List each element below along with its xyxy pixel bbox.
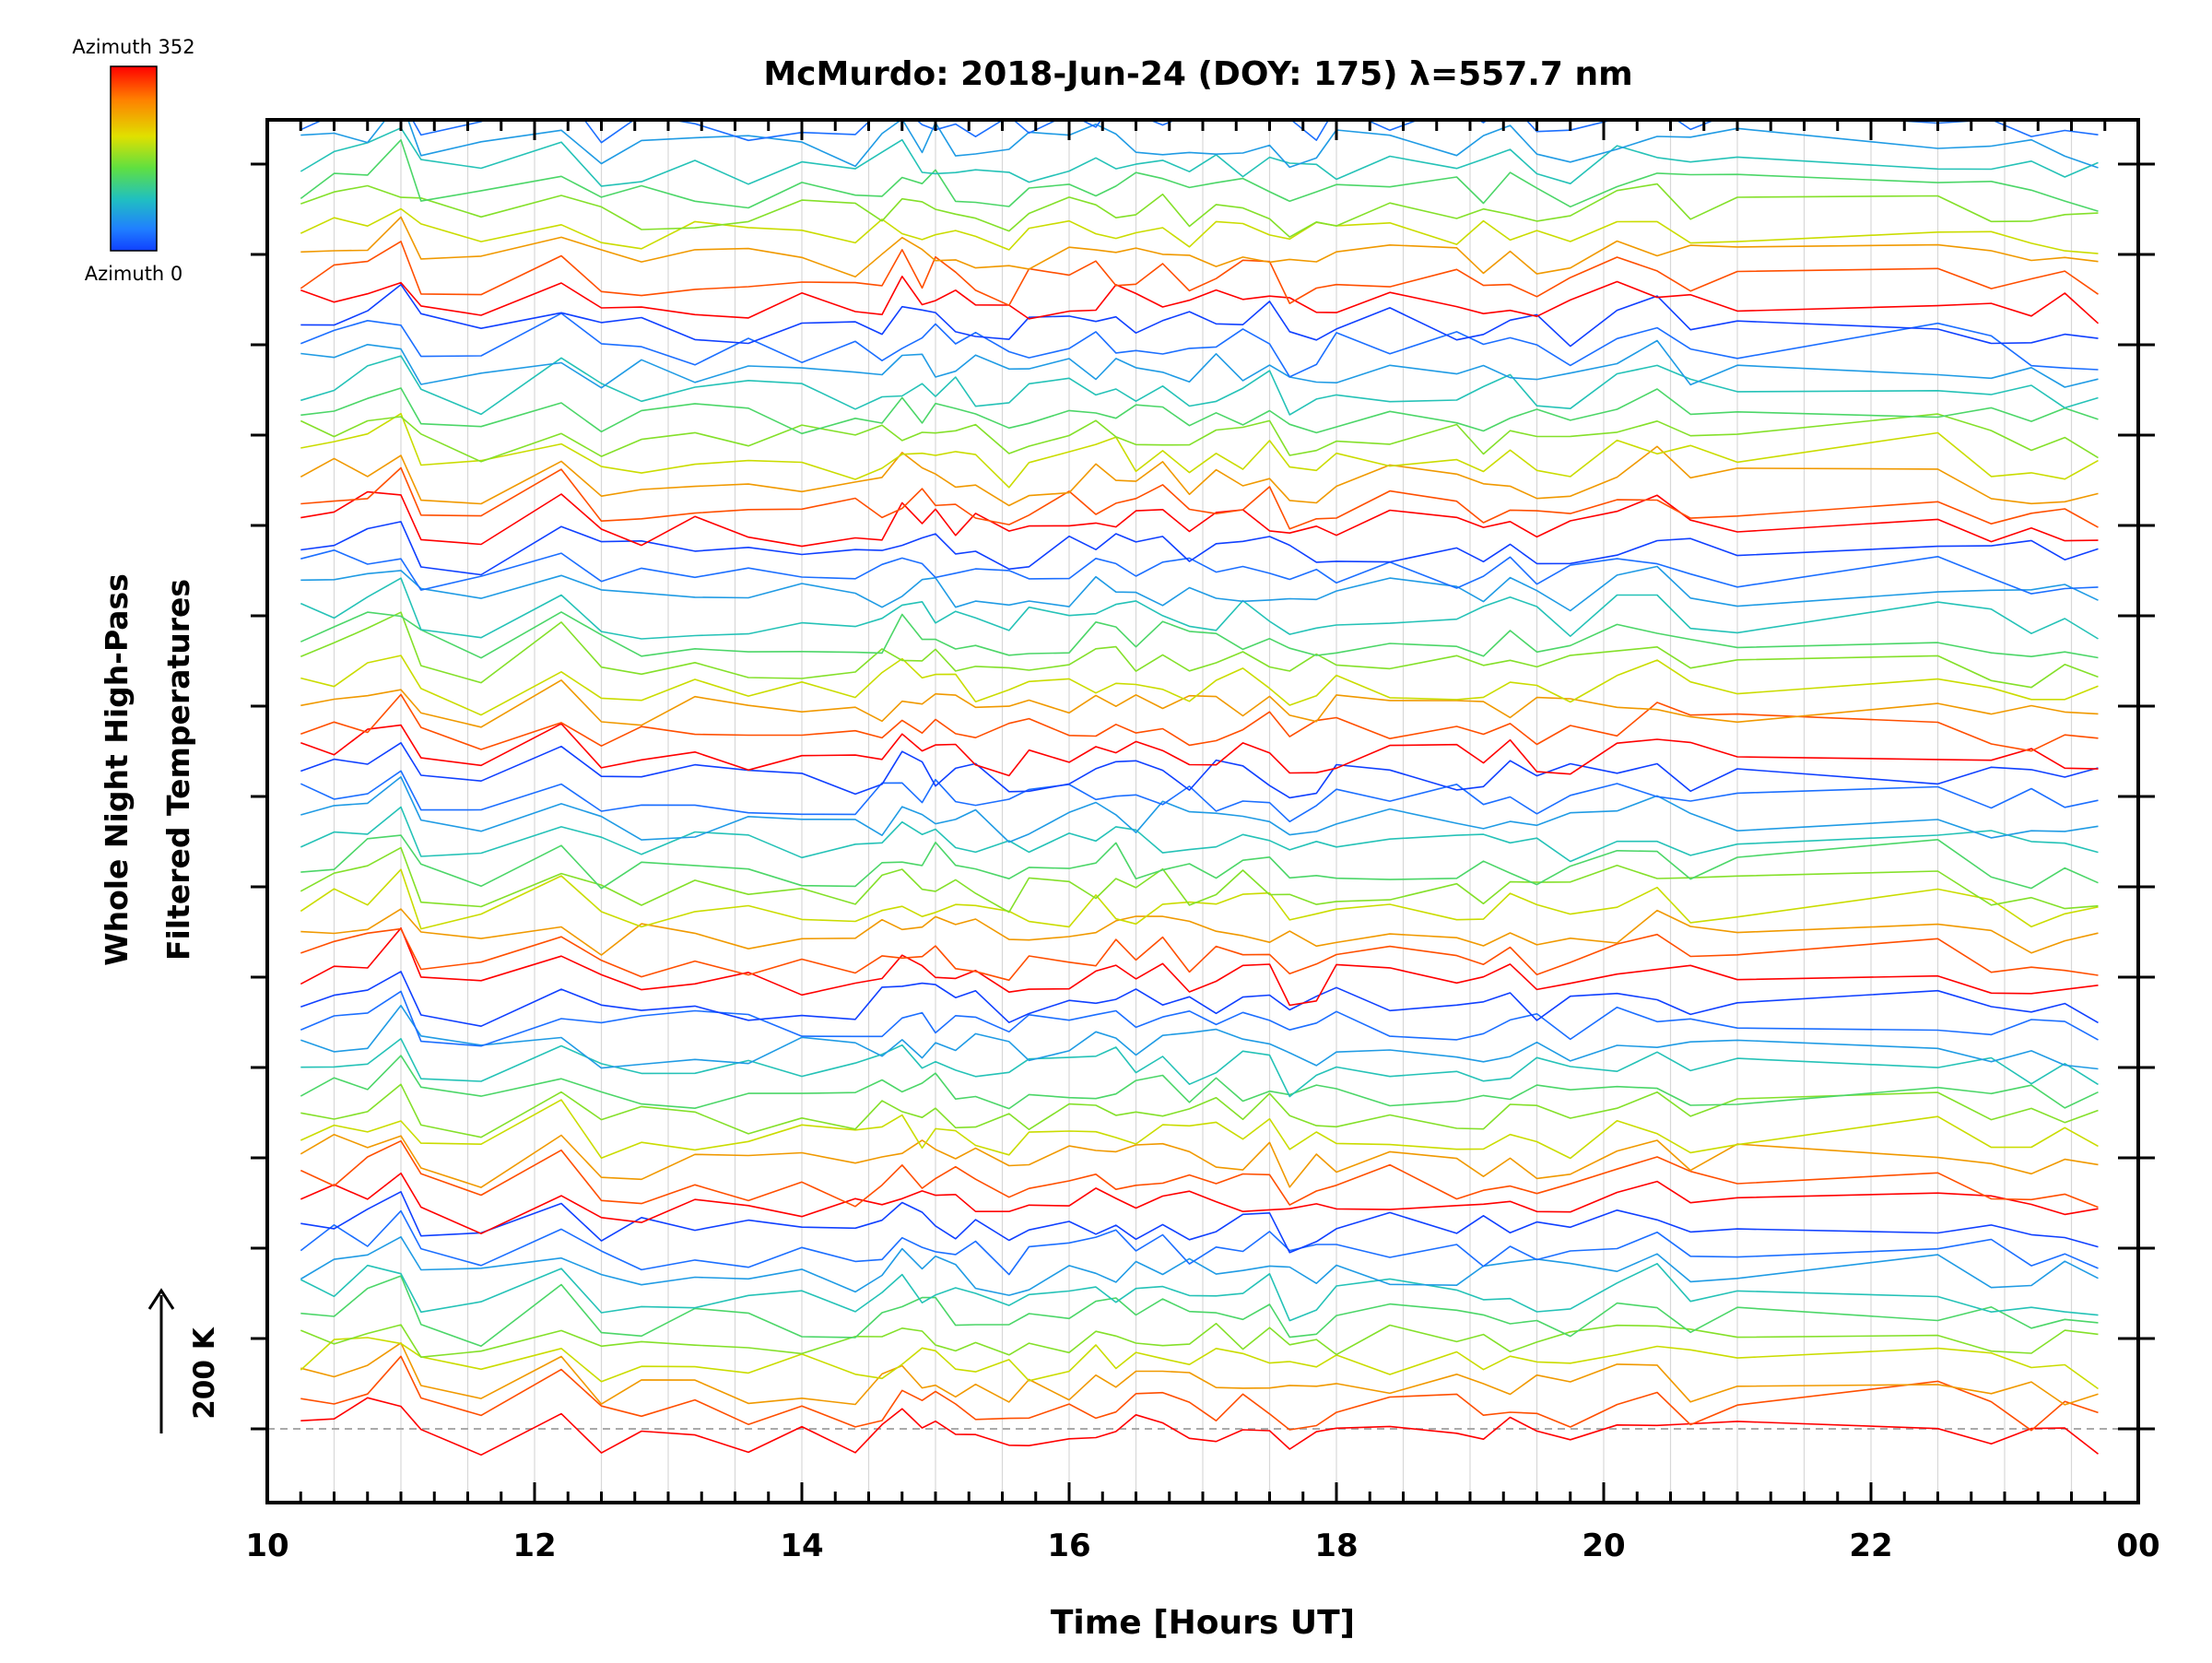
series-line — [300, 207, 2099, 254]
x-tick-label: 18 — [1314, 1527, 1358, 1564]
x-tick-label: 14 — [780, 1527, 823, 1564]
x-tick-label: 16 — [1047, 1527, 1090, 1564]
series-line — [300, 275, 2100, 324]
chart-title: McMurdo: 2018-Jun-24 (DOY: 175) λ=557.7 … — [763, 55, 1632, 93]
scale-bar: 200 K — [147, 1288, 221, 1433]
series-line — [300, 1236, 2099, 1296]
scale-bar-label: 200 K — [188, 1327, 221, 1420]
series-line — [300, 1172, 2099, 1234]
series-line — [300, 413, 2099, 463]
series-line — [300, 655, 2099, 716]
series-line — [300, 1038, 2099, 1098]
series-line — [300, 770, 2099, 823]
series-line — [300, 1139, 2099, 1209]
series-group — [300, 0, 2100, 1457]
series-line — [300, 241, 2099, 307]
series-line — [300, 846, 2099, 914]
series-line — [300, 445, 2099, 507]
x-tick-label: 12 — [512, 1527, 556, 1564]
series-line — [300, 1355, 2099, 1432]
x-tick-label: 20 — [1582, 1527, 1625, 1564]
series-line — [300, 775, 2099, 843]
series-line — [300, 834, 2099, 890]
colorbar-bottom-label: Azimuth 0 — [85, 263, 183, 285]
series-line — [300, 1005, 2099, 1070]
series-line — [300, 490, 2099, 548]
series-line — [300, 611, 2099, 659]
series-line — [300, 1263, 2099, 1322]
scale-bar-arrowhead-icon — [147, 1288, 175, 1310]
series-line — [300, 466, 2099, 530]
series-line — [300, 0, 2098, 7]
grid-lines — [333, 120, 2073, 1503]
series-line — [300, 1083, 2099, 1138]
series-line — [300, 120, 2099, 144]
x-tick-label: 00 — [2116, 1527, 2159, 1564]
series-line — [300, 387, 2099, 435]
series-line — [300, 741, 2099, 799]
series-line — [300, 127, 2099, 187]
y-axis-label-line1: Whole Night High-Pass — [99, 573, 135, 966]
colorbar-top-label: Azimuth 352 — [72, 36, 194, 58]
series-line — [300, 412, 2099, 489]
series-line — [300, 1397, 2099, 1457]
series-line — [300, 283, 2099, 348]
series-line — [300, 339, 2099, 389]
series-line — [300, 1342, 2099, 1406]
series-line — [300, 971, 2099, 1027]
series-line — [300, 313, 2099, 378]
series-line — [300, 678, 2099, 728]
series-line — [300, 10, 2098, 49]
colorbar — [110, 65, 158, 252]
y-axis-ticks — [251, 162, 2155, 1431]
series-line — [300, 1099, 2099, 1160]
series-line — [300, 926, 2099, 1007]
series-line — [300, 548, 2099, 595]
series-line — [300, 611, 2099, 689]
x-tick-label: 10 — [245, 1527, 288, 1564]
series-line — [300, 1055, 2099, 1110]
series-line — [300, 806, 2099, 863]
series-line — [300, 183, 2099, 238]
series-line — [300, 908, 2099, 956]
series-line — [300, 1337, 2099, 1390]
series-line — [300, 521, 2099, 576]
series-line — [300, 1209, 2099, 1276]
series-line — [300, 927, 2099, 982]
series-line — [300, 577, 2099, 640]
series-line — [300, 868, 2099, 930]
y-axis-label-line2: Filtered Temperatures — [160, 579, 196, 961]
series-line — [300, 1322, 2099, 1358]
series-line — [300, 216, 2099, 278]
x-axis-tick-labels: 10 12 14 16 18 20 22 00 — [245, 1527, 2159, 1564]
x-tick-label: 22 — [1849, 1527, 1892, 1564]
series-line — [300, 565, 2099, 612]
series-line — [300, 1275, 2099, 1348]
series-line — [300, 139, 2099, 212]
series-line — [300, 355, 2099, 416]
series-line — [300, 0, 2098, 33]
series-line — [300, 120, 2099, 169]
series-line — [300, 990, 2099, 1047]
x-axis-label: Time [Hours UT] — [1051, 1604, 1355, 1642]
series-line — [300, 693, 2099, 752]
series-line — [300, 1133, 2099, 1188]
x-axis-ticks — [265, 120, 2140, 1503]
series-line — [300, 723, 2099, 777]
